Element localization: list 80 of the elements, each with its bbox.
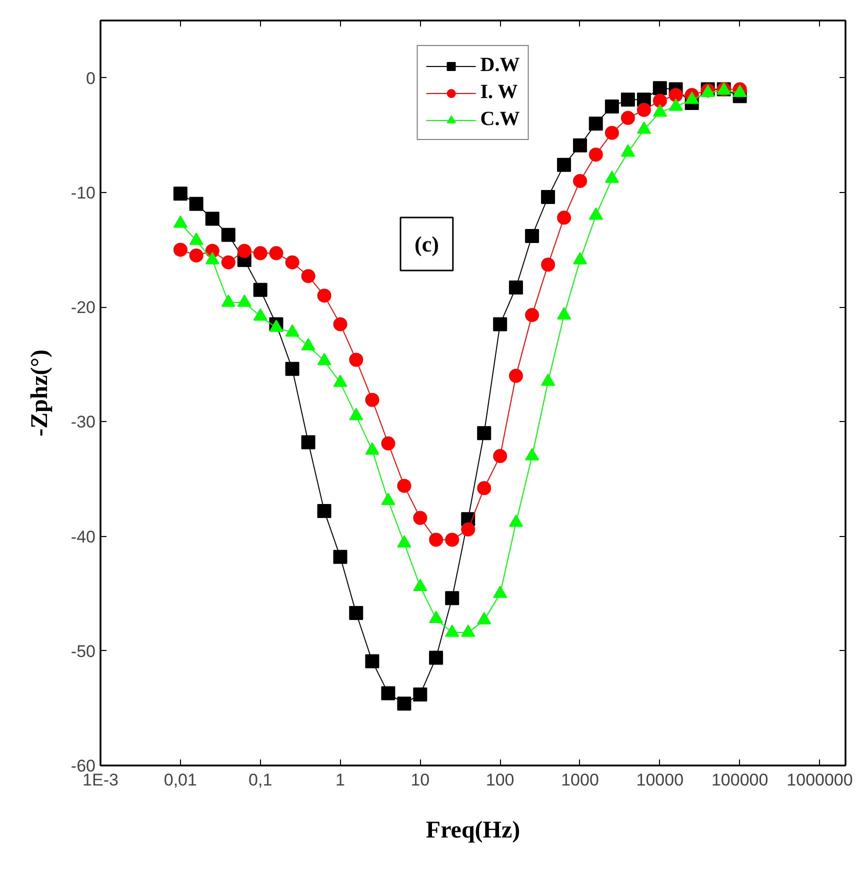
point [588,116,603,131]
point [397,478,412,493]
y-tick-label: -50 [70,642,96,661]
point [285,362,300,376]
point [349,606,364,620]
point [477,426,492,440]
point [573,138,587,152]
point [333,550,348,564]
point [381,436,396,450]
point [652,81,667,96]
point [525,308,540,322]
legend-label: D.W [480,54,520,77]
x-tick-label: 0,01 [164,770,197,790]
point [397,696,412,711]
x-tick-label: 100 [486,770,514,790]
point [413,510,428,525]
point [445,591,460,606]
point [477,481,492,496]
point [668,88,683,102]
point [301,435,316,450]
point [541,190,556,204]
point [333,317,348,332]
x-tick-label: 0,1 [248,770,272,790]
point [636,102,651,117]
point [652,94,667,108]
x-axis-title: Freq(Hz) [426,818,520,844]
annotation: (c) [414,232,439,256]
point [189,196,204,211]
point [620,110,635,125]
point [205,212,220,226]
point [365,392,380,407]
point [173,242,188,257]
x-tick-label: 10 [410,770,430,790]
point [269,246,284,260]
y-axis-title: -Zphz(°) [26,350,53,436]
point [493,449,508,464]
point [189,248,204,262]
x-tick-label: 1000000 [786,770,853,790]
point [381,686,396,700]
point [429,532,444,547]
point [253,282,268,297]
point [349,352,364,367]
x-tick-label: 100000 [711,770,768,790]
point [413,687,428,702]
point [525,228,540,243]
point [221,228,236,242]
point [253,246,268,260]
point [541,258,556,272]
y-tick-label: -20 [70,298,96,318]
point [429,650,444,665]
point [620,92,635,107]
y-tick-label: -10 [70,183,96,202]
point [301,269,316,284]
point [508,368,523,383]
point [317,288,332,303]
point [285,255,300,270]
point [317,504,332,518]
point [445,532,460,547]
point [573,174,587,188]
x-tick-label: 1000 [561,770,599,790]
point [588,148,603,162]
y-tick-label: -40 [70,527,96,546]
x-tick-label: 1E-3 [82,770,118,790]
point [557,210,572,225]
y-tick-label: 0 [86,68,96,88]
x-tick-label: 10000 [636,770,684,790]
point [461,522,476,536]
point [221,255,236,270]
point [173,186,188,201]
point [508,280,523,295]
point [604,126,619,140]
point [493,317,508,332]
x-tick-label: 1 [336,770,345,790]
y-tick-label: -30 [70,412,96,432]
legend-label: I. W [480,81,518,104]
legend-label: C.W [480,108,520,131]
point [557,158,572,172]
point [604,99,619,114]
point [237,244,252,258]
point [365,654,380,668]
